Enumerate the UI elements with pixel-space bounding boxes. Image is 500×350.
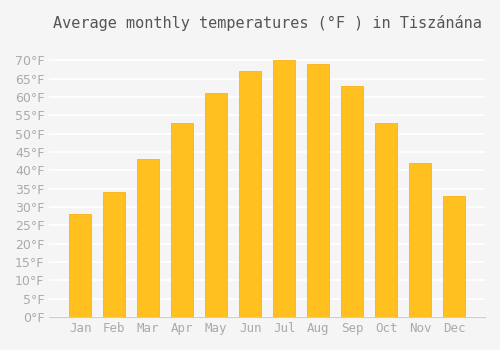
Bar bbox=[409, 163, 431, 317]
Bar bbox=[69, 215, 92, 317]
Bar bbox=[273, 60, 295, 317]
Bar bbox=[239, 71, 261, 317]
Bar bbox=[137, 159, 159, 317]
Bar bbox=[443, 196, 465, 317]
Bar bbox=[205, 93, 227, 317]
Bar bbox=[341, 86, 363, 317]
Title: Average monthly temperatures (°F ) in Tiszánána: Average monthly temperatures (°F ) in Ti… bbox=[52, 15, 482, 31]
Bar bbox=[103, 193, 126, 317]
Bar bbox=[375, 122, 397, 317]
Bar bbox=[171, 122, 193, 317]
Bar bbox=[307, 64, 329, 317]
